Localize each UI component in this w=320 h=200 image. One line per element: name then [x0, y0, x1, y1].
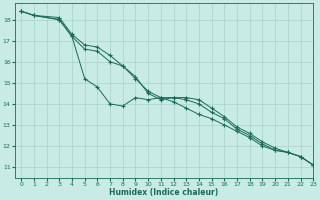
X-axis label: Humidex (Indice chaleur): Humidex (Indice chaleur) [109, 188, 219, 197]
